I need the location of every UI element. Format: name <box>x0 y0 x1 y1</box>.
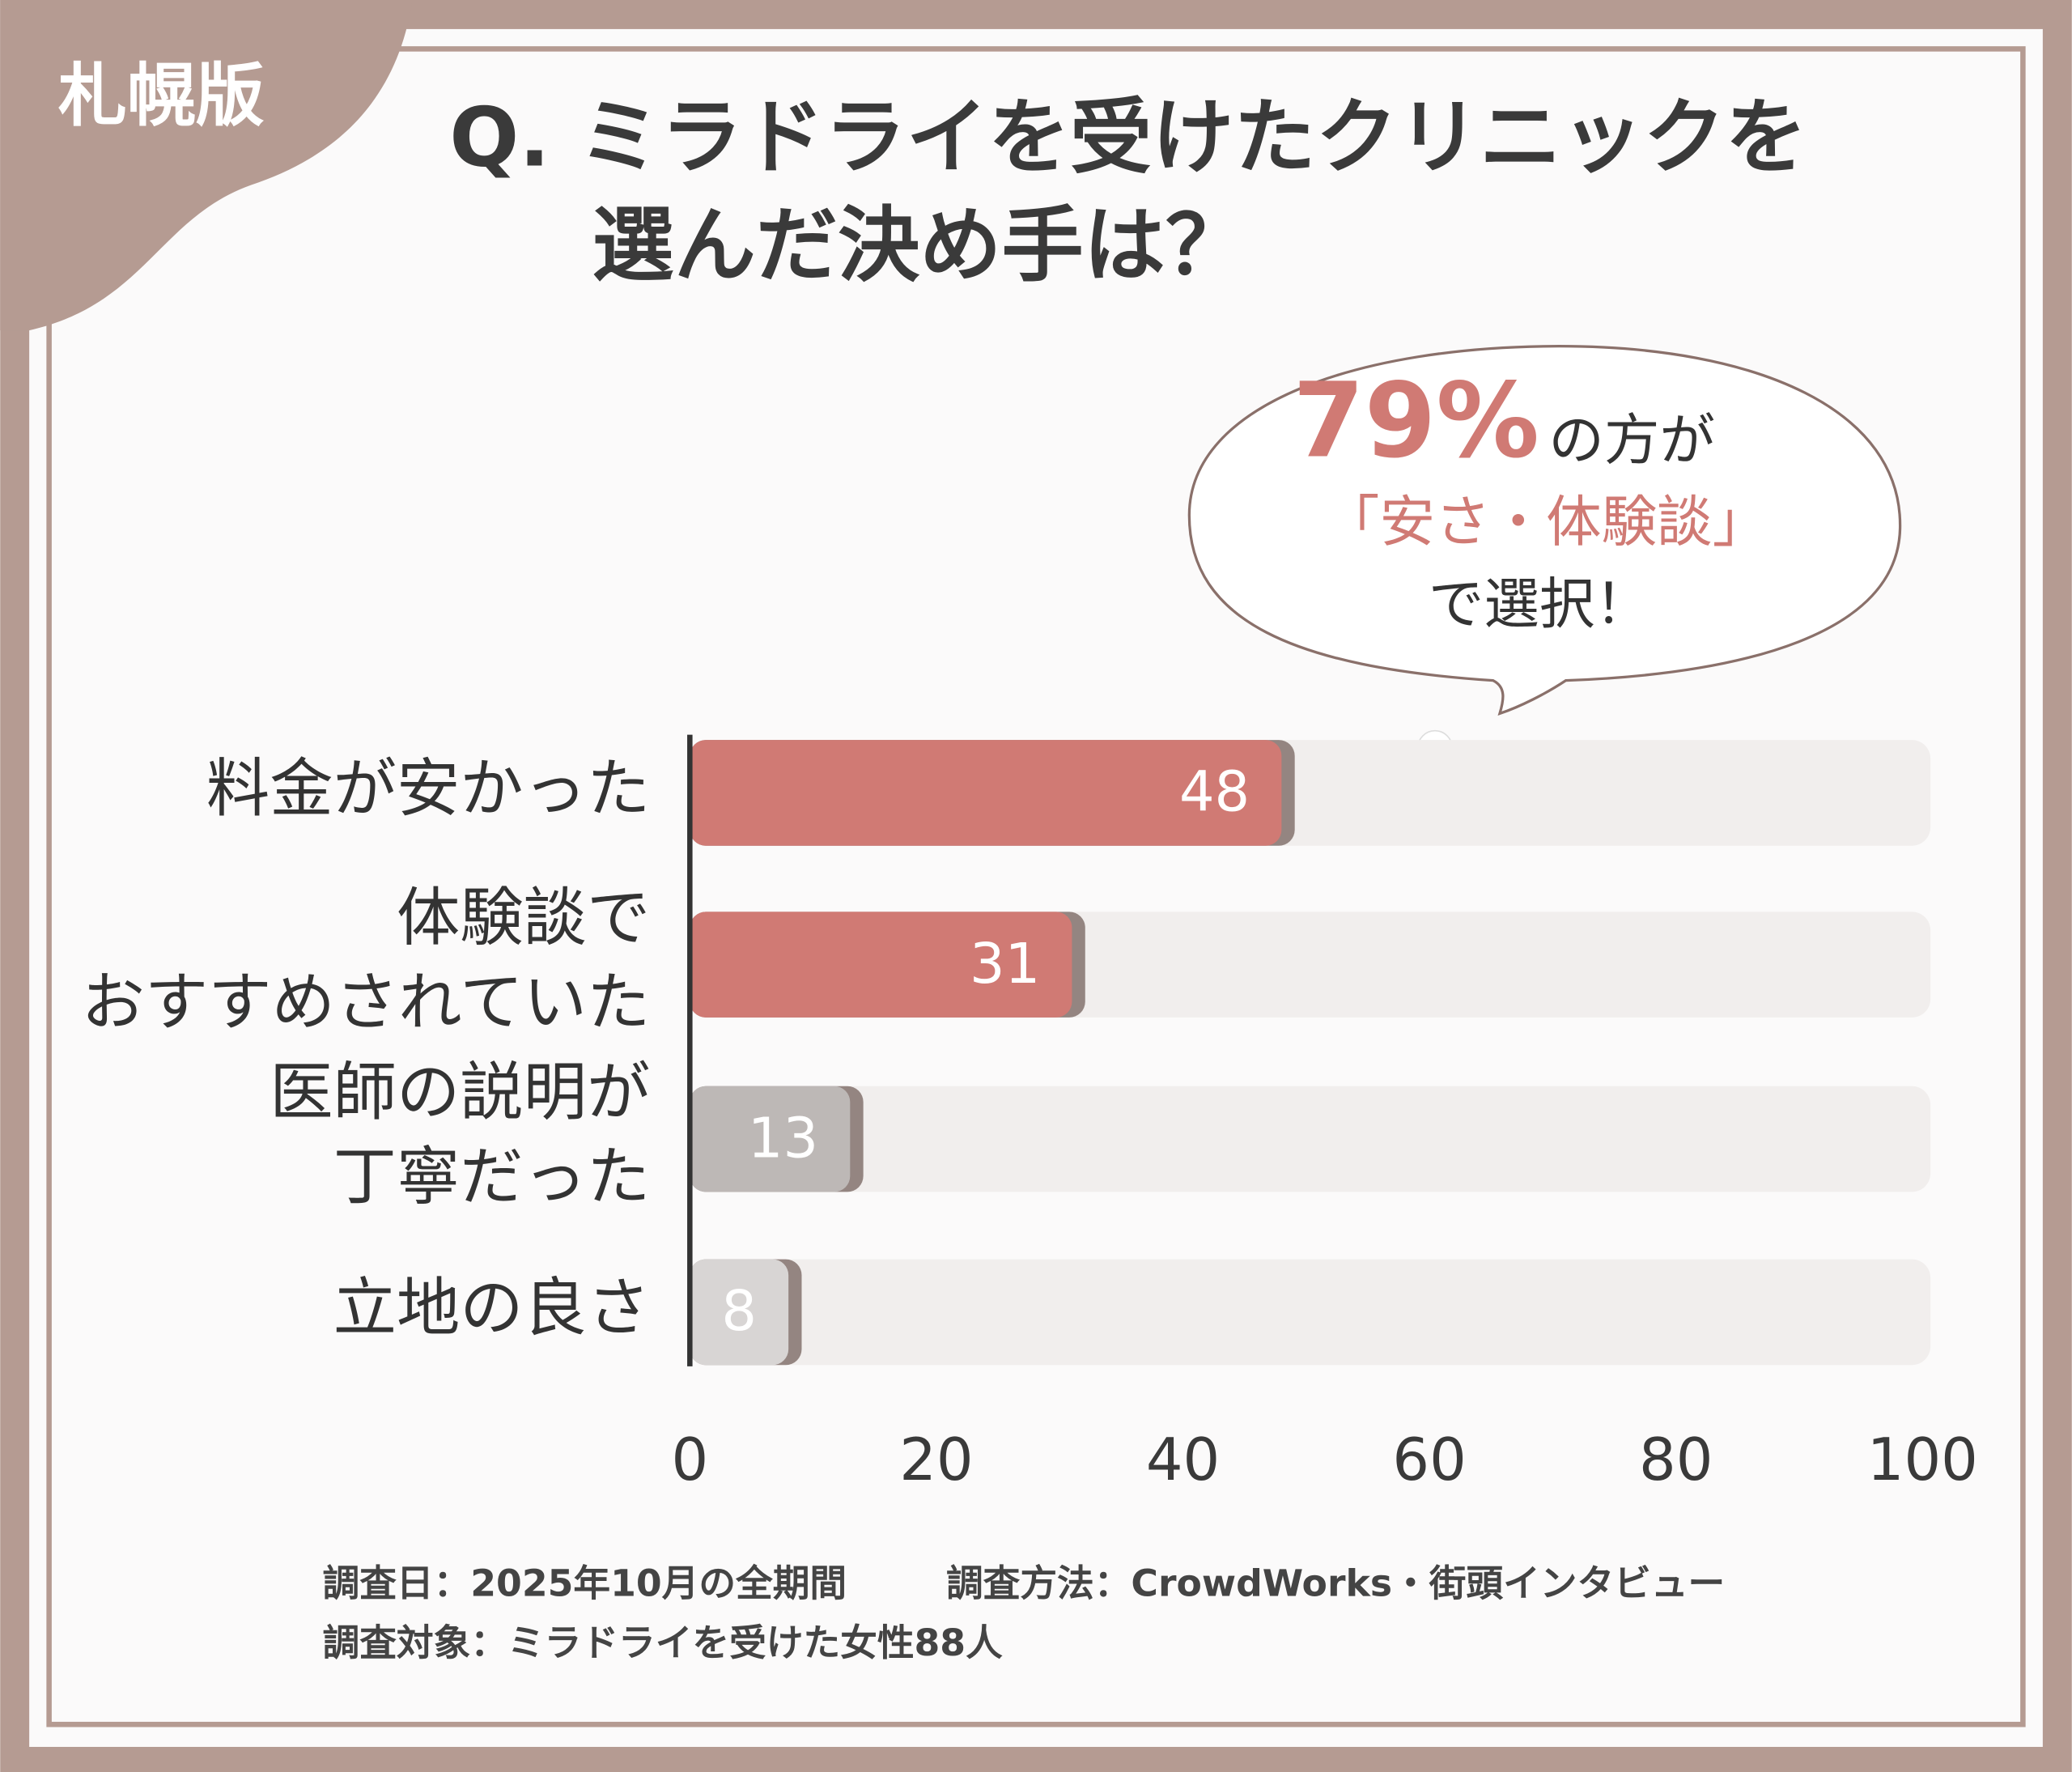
note: 調査方法：CrowdWorks・街頭インタビュー <box>946 1562 1725 1604</box>
annotation-highlight: 79% <box>1293 362 1539 482</box>
note: 調査対象：ミラドライを受けた女性88人 <box>323 1621 1004 1664</box>
value-label: 48 <box>1179 760 1250 825</box>
x-tick-label: 40 <box>1146 1426 1220 1494</box>
x-tick-label: 60 <box>1392 1426 1466 1494</box>
x-tick-label: 0 <box>671 1426 708 1494</box>
panel <box>29 28 2043 1747</box>
callout <box>1187 345 1902 716</box>
bar <box>690 740 1282 846</box>
y-tick-label: 医師の説明が丁寧だった <box>270 1056 650 1213</box>
chart-title: Q. ミラドライを受けたクリニックを選んだ決め手は？ <box>449 89 1807 293</box>
track <box>690 1086 1931 1192</box>
panel-border <box>46 46 2026 1727</box>
value-label: 13 <box>748 1106 818 1171</box>
y-tick-label: 立地の良さ <box>333 1271 651 1345</box>
badge: 札幌版 <box>58 56 265 136</box>
bar <box>690 1086 851 1192</box>
annotation: で選択！ <box>1429 572 1650 637</box>
y-tick-label: 体験談でおすすめされていた <box>82 882 651 1039</box>
bar <box>690 911 1072 1018</box>
note: 調査日：2025年10月の全期間 <box>323 1562 847 1604</box>
track <box>690 1259 1931 1366</box>
annotation: の方が <box>1548 409 1715 474</box>
x-tick-label: 80 <box>1639 1426 1713 1494</box>
annotation: 「安さ・体験談」 <box>1324 491 1768 555</box>
x-tick-label: 20 <box>899 1426 973 1494</box>
value-label: 8 <box>721 1279 757 1344</box>
value-label: 31 <box>970 932 1040 996</box>
badge-shape <box>0 0 413 331</box>
y-tick-label: 料金が安かった <box>206 752 650 826</box>
x-tick-label: 100 <box>1867 1426 1978 1494</box>
bar <box>690 1259 789 1366</box>
